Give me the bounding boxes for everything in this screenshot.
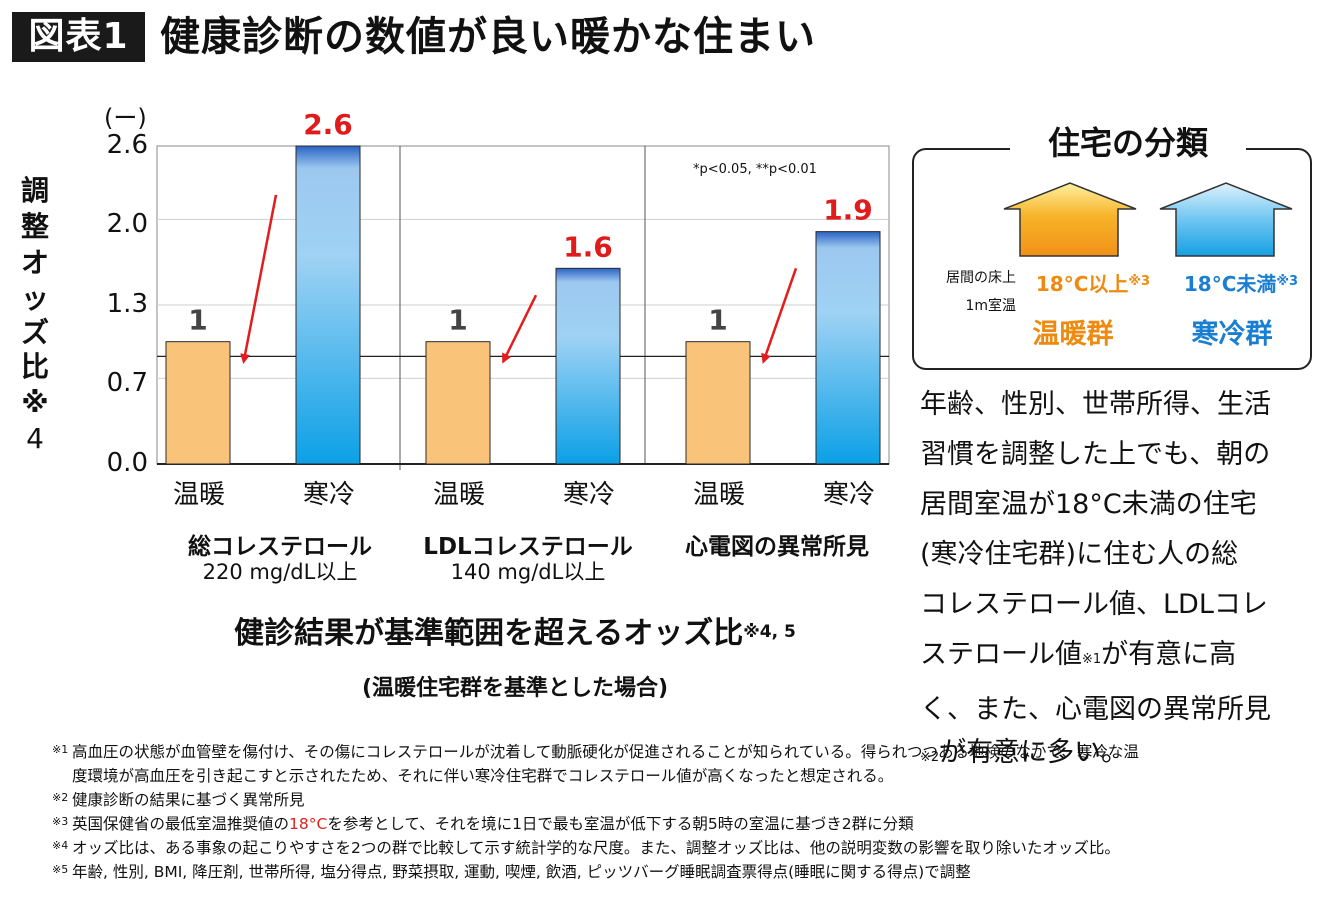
description-line: コレステロール値、LDLコレ (920, 589, 1268, 620)
footnote-text: 健康診断の結果に基づく異常所見 (72, 791, 305, 809)
y-tick-label: 1.3 (106, 289, 148, 319)
cold-temp-note: ※3 (1276, 274, 1299, 289)
footnote-mark: ※5 (52, 863, 69, 876)
bar (685, 341, 751, 465)
footnote-text: オッズ比は、ある事象の起こりやすさを2つの群で比較して示す統計学的な尺度。また、… (72, 839, 1120, 857)
data-label: 2.6 (303, 108, 353, 141)
warm-group-label: 温暖群 (1032, 319, 1114, 350)
data-label: 1 (708, 304, 727, 337)
description-line: ※2が有意に多い。 (920, 735, 1312, 776)
caption-note: ※4, 5 (743, 622, 796, 642)
category-label: 寒冷 (822, 480, 875, 510)
description-text: 年齢、性別、世帯所得、生活 習慣を調整した上でも、朝の 居間室温が18°C未満の… (920, 380, 1312, 776)
data-label: 1 (448, 304, 467, 337)
cold-temp-text: 18°C未満 (1183, 272, 1277, 296)
description-line: ステロール値※1が有意に高 (920, 630, 1312, 685)
category-label: 温暖 (692, 480, 745, 510)
description-text-part: が有意に多い。 (939, 737, 1129, 768)
footnote-text: を参考として、それを境に1日で最も室温が低下する朝5時の室温に基づき2群に分類 (327, 815, 914, 833)
group-name: 総コレステロール (188, 534, 372, 560)
classification-title: 住宅の分類 (1010, 121, 1246, 165)
description-line: 習慣を調整した上でも、朝の (920, 439, 1271, 470)
category-label: 寒冷 (562, 480, 615, 510)
y-axis-label: 調整オッズ比 ※ 4 (0, 0, 60, 902)
footnote-mark: ※1 (52, 743, 69, 756)
floor-label-line: 居間の床上 (946, 270, 1016, 286)
y-axis-label-char: ッ (20, 282, 49, 315)
description-line: く、また、心電図の異常所見 (920, 694, 1271, 725)
warm-temp-label: 18°C以上※3 (1018, 268, 1168, 297)
footnote-mark: ※4 (52, 839, 69, 852)
footnote-highlight: 18°C (289, 815, 328, 833)
description-line: (寒冷住宅群)に住む人の総 (920, 539, 1239, 570)
footnote-text: 英国保健省の最低室温推奨値の (72, 815, 290, 833)
footnote-4: ※4 オッズ比は、ある事象の起こりやすさを2つの群で比較して示す統計学的な尺度。ま… (52, 836, 1337, 860)
warm-house-icon (1003, 182, 1137, 257)
y-axis-label-char: 整 (20, 210, 49, 243)
figure-label: 図表1 (12, 12, 145, 62)
bar (425, 341, 491, 465)
page-title: 健康診断の数値が良い暖かな住まい (160, 14, 816, 60)
y-tick-label: 2.6 (106, 130, 148, 160)
bar (555, 267, 621, 465)
footnotes: ※1 高血圧の状態が血管壁を傷付け、その傷にコレステロールが沈着して動脈硬化が促進… (52, 740, 1337, 884)
y-tick-label: 2.0 (106, 209, 148, 239)
bar (295, 145, 361, 465)
significance-note: *p<0.05, **p<0.01 (693, 162, 817, 177)
cold-house-icon (1159, 182, 1293, 257)
footnote-mark: ※1 (1082, 652, 1102, 667)
category-label: 寒冷 (302, 480, 355, 510)
trend-arrow (761, 267, 798, 364)
y-tick-label: 0.0 (106, 448, 148, 478)
trend-arrow (502, 294, 538, 364)
footnote-1: ※1 高血圧の状態が血管壁を傷付け、その傷にコレステロールが沈着して動脈硬化が促進… (52, 740, 1337, 788)
chart-caption: 健診結果が基準範囲を超えるオッズ比※4, 5 (155, 612, 875, 654)
floor-label-line: 1m室温 (965, 298, 1016, 314)
y-axis-label-char: オ (20, 246, 49, 279)
description-text-part: ステロール値 (920, 639, 1082, 670)
warm-temp-note: ※3 (1128, 274, 1151, 289)
footnote-5: ※5 年齢, 性別, BMI, 降圧剤, 世帯所得, 塩分得点, 野菜摂取, 運動… (52, 860, 1337, 884)
category-label: 温暖 (172, 480, 225, 510)
y-tick-label: 0.7 (106, 368, 148, 398)
category-label: 温暖 (432, 480, 485, 510)
bar (165, 341, 231, 465)
footnote-mark: ※2 (920, 750, 940, 765)
description-line: 居間室温が18°C未満の住宅 (920, 489, 1257, 520)
group-name: LDLコレステロール (423, 534, 633, 560)
bar (815, 231, 881, 465)
floor-temp-label: 居間の床上 1m室温 (918, 264, 1016, 320)
y-axis-label-char: ※ (21, 386, 49, 419)
data-label: 1.9 (823, 194, 873, 227)
footnote-text: 度環境が高血圧を引き起こすと示されたため、それに伴い寒冷住宅群でコレステロール値… (72, 767, 894, 785)
description-line: 年齢、性別、世帯所得、生活 (920, 389, 1271, 420)
data-label: 1 (188, 304, 207, 337)
footnote-mark: ※3 (52, 815, 69, 828)
cold-temp-label: 18°C未満※3 (1166, 268, 1316, 297)
y-axis-label-char: 4 (26, 422, 44, 455)
y-unit: (ー) (104, 104, 147, 132)
y-axis-label-char: 比 (20, 350, 49, 383)
chart-caption-text: 健診結果が基準範囲を超えるオッズ比 (234, 616, 744, 651)
data-label: 1.6 (563, 230, 613, 263)
footnote-3: ※3 英国保健省の最低室温推奨値の18°Cを参考として、それを境に1日で最も室温が… (52, 812, 1337, 836)
trend-arrow (240, 194, 278, 364)
group-name: 心電図の異常所見 (685, 534, 869, 560)
chart-subcaption: (温暖住宅群を基準とした場合) (361, 676, 669, 701)
footnote-text: 年齢, 性別, BMI, 降圧剤, 世帯所得, 塩分得点, 野菜摂取, 運動, … (72, 863, 971, 881)
warm-temp-text: 18°C以上 (1035, 272, 1129, 296)
y-axis-label-char: 調 (20, 174, 49, 207)
group-threshold: 140 mg/dL以上 (450, 560, 606, 584)
cold-group-label: 寒冷群 (1191, 319, 1273, 350)
footnote-mark: ※2 (52, 791, 69, 804)
description-text-part: が有意に高 (1101, 639, 1237, 670)
y-axis-label-char: ズ (20, 316, 49, 349)
footnote-text: 高血圧の状態が血管壁を傷付け、その傷にコレステロールが沈着して動脈硬化が促進され… (72, 743, 1139, 761)
footnote-2: ※2 健康診断の結果に基づく異常所見 (52, 788, 1337, 812)
group-threshold: 220 mg/dL以上 (202, 560, 358, 584)
